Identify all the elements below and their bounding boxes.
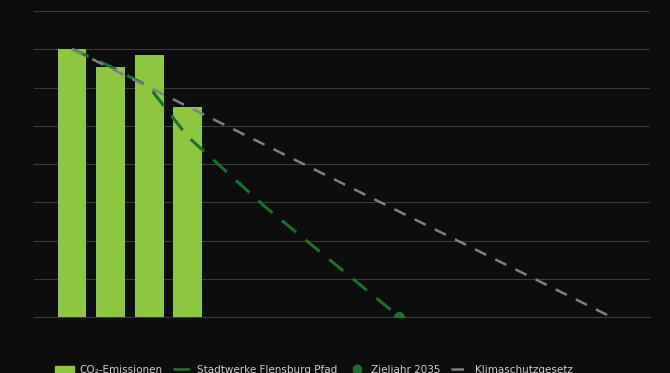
Bar	[58, 49, 86, 317]
Bar	[96, 66, 125, 317]
Legend: CO₂-Emissionen, Stadtwerke Flensburg Pfad, Zieljahr 2035, Klimaschutzgesetz: CO₂-Emissionen, Stadtwerke Flensburg Pfa…	[51, 361, 577, 373]
Bar	[173, 107, 202, 317]
Bar	[135, 55, 163, 317]
